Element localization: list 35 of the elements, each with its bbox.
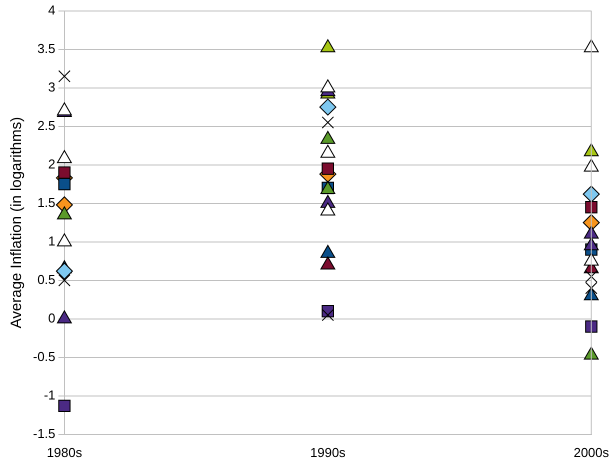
y-tick-label: -1.5: [32, 426, 56, 441]
point: [320, 39, 336, 52]
x-tick-label: 1980s: [46, 444, 83, 460]
point: [58, 166, 71, 179]
point: [56, 310, 72, 324]
point: [58, 400, 71, 412]
y-tick-label: 1: [48, 233, 56, 248]
point: [58, 274, 71, 287]
y-tick-label: 1.5: [37, 194, 56, 210]
y-axis-title: Average Inflation (in logarithms): [8, 116, 26, 328]
point: [56, 262, 73, 280]
y-tick-label: 4: [48, 2, 56, 18]
point: [320, 130, 336, 144]
y-tick-label: 3: [48, 79, 56, 94]
point: [322, 308, 334, 322]
point: [320, 256, 336, 270]
point: [584, 39, 599, 52]
point: [56, 150, 72, 164]
point: [585, 320, 598, 333]
point: [56, 206, 72, 220]
y-tick-label: 3.5: [37, 40, 56, 56]
y-tick-label: 2.5: [37, 118, 56, 133]
point: [58, 178, 71, 190]
x-tick-label: 1990s: [310, 444, 346, 460]
point: [585, 201, 598, 214]
point: [56, 233, 72, 246]
point: [320, 144, 336, 158]
x-tick-label: 2000s: [574, 444, 610, 460]
point: [320, 244, 336, 258]
y-tick-label: 0.5: [37, 272, 56, 287]
point: [320, 79, 336, 92]
y-tick-label: -0.5: [32, 348, 56, 364]
y-tick-label: 2: [48, 156, 56, 172]
y-tick-label: 0: [48, 310, 56, 326]
y-tick-label: -1: [44, 387, 56, 402]
